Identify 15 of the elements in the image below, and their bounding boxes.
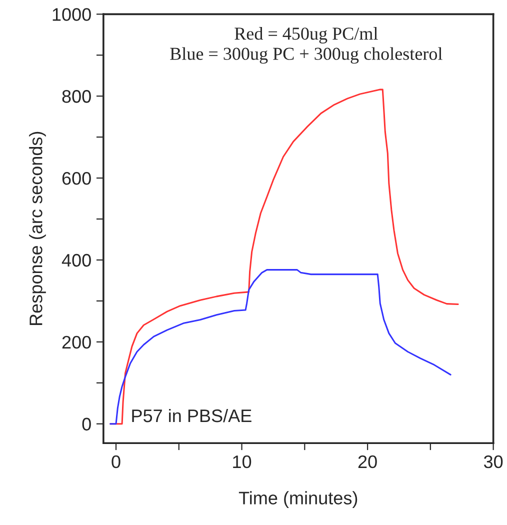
- y-tick-label: 200: [62, 336, 91, 349]
- y-tick-label: 800: [62, 90, 91, 103]
- annotation: P57 in PBS/AE: [132, 408, 252, 422]
- y-axis-title: Response (arc seconds): [29, 132, 46, 325]
- y-tick-label: 600: [62, 172, 91, 185]
- line-series: [110, 269, 452, 425]
- annotation: Red = 450ug PC/ml Blue = 300ug PC + 300ug cholesterol: [170, 27, 442, 64]
- y-tick-label: 1000: [52, 8, 91, 21]
- x-axis-title: Time (minutes): [238, 491, 358, 508]
- x-tick-label: 10: [233, 455, 252, 468]
- x-tick-label: 30: [484, 455, 503, 468]
- y-tick-label: 0: [82, 418, 91, 431]
- x-tick-label: 0: [112, 455, 120, 468]
- x-tick-label: 20: [358, 455, 377, 468]
- y-tick-label: 400: [62, 254, 91, 267]
